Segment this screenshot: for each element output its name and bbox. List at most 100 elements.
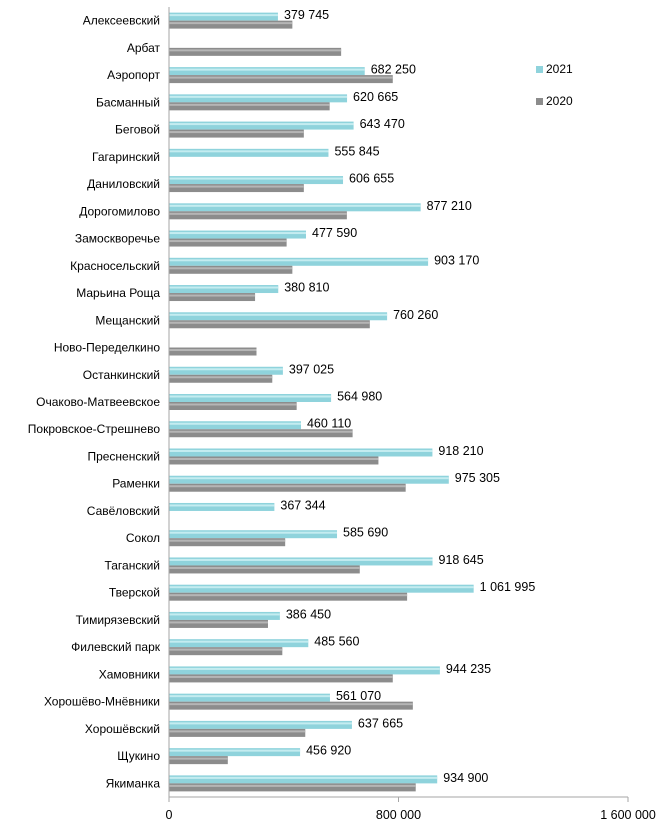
bar-2021-highlight — [169, 558, 433, 561]
legend-label: 2020 — [546, 94, 573, 108]
bar-2020-highlight — [169, 539, 286, 542]
legend-label: 2021 — [546, 62, 573, 76]
bar-2021-highlight — [169, 477, 449, 480]
value-label-2021: 918 210 — [438, 444, 483, 458]
bar-2021-highlight — [169, 667, 440, 670]
value-label-2021: 367 344 — [280, 498, 325, 512]
bar-2021-highlight — [169, 749, 301, 752]
bar-2020 — [169, 565, 360, 574]
category-label: Покровское-Стрешнево — [28, 422, 161, 436]
category-label: Аэропорт — [107, 68, 160, 82]
bar-2021-highlight — [169, 695, 330, 698]
bar-2021-highlight — [169, 776, 438, 779]
bar-2021 — [169, 448, 433, 457]
bar-2021-highlight — [169, 613, 280, 616]
bar-2021 — [169, 693, 330, 702]
value-label-2021: 760 260 — [393, 308, 438, 322]
bar-2021 — [169, 611, 280, 620]
bar-2020-highlight — [169, 376, 273, 379]
bar-2021 — [169, 230, 307, 239]
bar-2020 — [169, 238, 287, 247]
bar-2020-highlight — [169, 594, 408, 597]
bar-2021-highlight — [169, 586, 474, 589]
bar-2021-highlight — [169, 286, 279, 289]
bar-2021-highlight — [169, 232, 307, 235]
bar-2020 — [169, 483, 406, 492]
bar-2021 — [169, 584, 474, 593]
bar-2020-highlight — [169, 267, 293, 270]
value-label-2021: 456 920 — [306, 744, 351, 758]
bar-2020 — [169, 293, 256, 302]
bar-2021-highlight — [169, 14, 278, 17]
bar-2021-highlight — [169, 95, 348, 98]
category-label: Пресненский — [87, 449, 160, 463]
bar-2021 — [169, 257, 429, 266]
category-label: Хорошёво-Мнёвники — [44, 695, 160, 709]
bar-2020 — [169, 184, 304, 193]
bar-2021 — [169, 12, 278, 21]
bar-2021 — [169, 720, 352, 729]
bar-2021 — [169, 775, 438, 784]
value-label-2021: 643 470 — [360, 117, 405, 131]
value-label-2021: 1 061 995 — [480, 580, 536, 594]
value-label-2021: 379 745 — [284, 8, 329, 22]
bar-2021 — [169, 748, 301, 757]
category-label: Красносельский — [70, 259, 160, 273]
value-label-2021: 564 980 — [337, 390, 382, 404]
category-label: Сокол — [126, 531, 160, 545]
bar-2021 — [169, 94, 348, 103]
bar-2020-highlight — [169, 675, 393, 678]
category-label: Басманный — [96, 95, 160, 109]
bar-2021 — [169, 666, 440, 675]
value-label-2021: 682 250 — [371, 63, 416, 77]
bar-2020 — [169, 456, 379, 465]
category-label: Беговой — [115, 123, 160, 137]
x-tick-label: 1 600 000 — [600, 808, 656, 822]
category-label: Щукино — [117, 749, 160, 763]
bar-2021 — [169, 67, 365, 76]
bar-2021-highlight — [169, 368, 283, 371]
category-label: Дорогомилово — [79, 204, 160, 218]
value-label-2021: 637 665 — [358, 716, 403, 730]
value-label-2021: 555 845 — [334, 144, 379, 158]
category-label: Таганский — [104, 558, 160, 572]
legend-swatch — [536, 98, 543, 105]
bar-2020-highlight — [169, 457, 379, 460]
category-label: Филевский парк — [71, 640, 161, 654]
bar-2020-highlight — [169, 648, 283, 651]
category-label: Мещанский — [95, 313, 160, 327]
x-axis-ticks: 0 800 000 1 600 000 — [166, 797, 656, 822]
bar-2021-highlight — [169, 123, 354, 126]
bar-2020-highlight — [169, 566, 360, 569]
bar-2021-highlight — [169, 640, 309, 643]
value-label-2021: 585 690 — [343, 526, 388, 540]
bar-2020 — [169, 129, 304, 138]
x-tick-label: 800 000 — [376, 808, 421, 822]
category-label: Останкинский — [83, 368, 160, 382]
bar-2021-highlight — [169, 204, 421, 207]
value-label-2021: 903 170 — [434, 253, 479, 267]
bar-2021-highlight — [169, 504, 275, 507]
value-label-2021: 918 645 — [439, 553, 484, 567]
value-label-2021: 477 590 — [312, 226, 357, 240]
category-label: Марьина Роща — [76, 286, 160, 300]
bar-2020-highlight — [169, 784, 416, 787]
x-tick-label: 0 — [166, 808, 173, 822]
bar-2021-highlight — [169, 177, 344, 180]
bar-2020 — [169, 647, 283, 656]
bar-2020-highlight — [169, 76, 393, 79]
bar-2021 — [169, 639, 309, 648]
bar-2020 — [169, 728, 306, 737]
value-label-2021: 606 655 — [349, 172, 394, 186]
bar-2020 — [169, 47, 342, 56]
bar-2020-highlight — [169, 49, 342, 52]
category-label: Алексеевский — [83, 14, 160, 28]
bar-2021 — [169, 203, 421, 212]
bar-2020-highlight — [169, 730, 306, 733]
category-label: Арбат — [127, 41, 161, 55]
value-label-2021: 944 235 — [446, 662, 491, 676]
bar-2021-highlight — [169, 259, 429, 262]
bar-2021-highlight — [169, 449, 433, 452]
value-label-2021: 975 305 — [455, 471, 500, 485]
bar-2020 — [169, 211, 347, 220]
